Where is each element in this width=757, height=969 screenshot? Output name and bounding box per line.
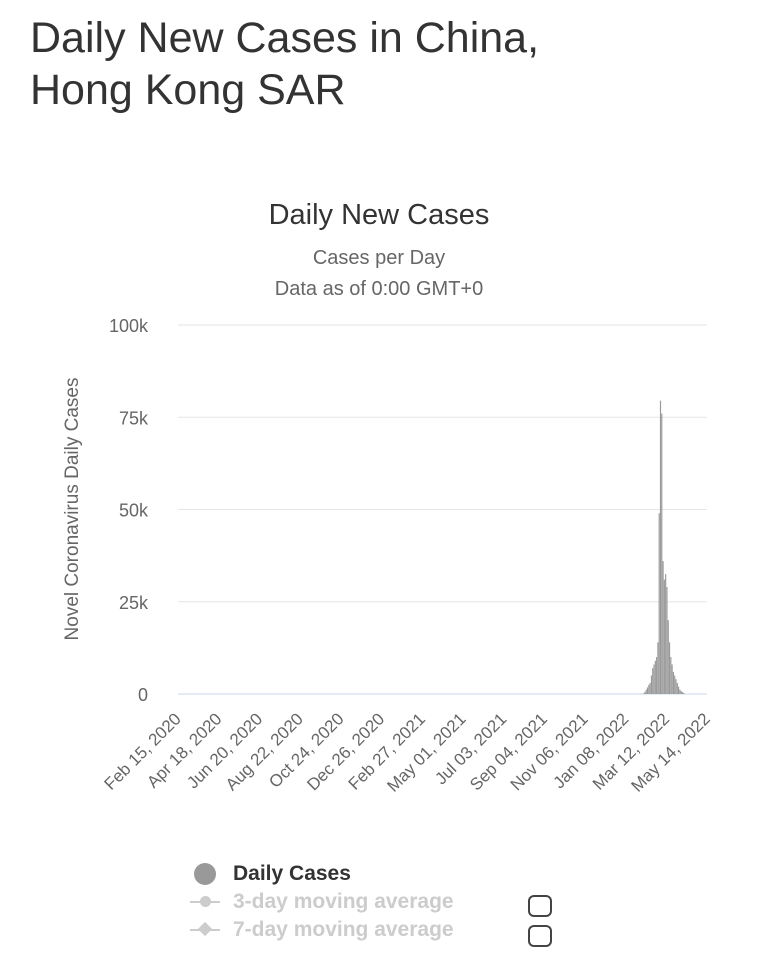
- chart-subtitle-line-1: Cases per Day: [313, 247, 445, 269]
- legend-label: 3-day moving average: [233, 890, 454, 913]
- daily-cases-bar: [683, 692, 685, 694]
- daily-cases-bar: [667, 620, 669, 694]
- chart-legend: Daily Cases 3-day moving average 7-day m…: [190, 860, 590, 944]
- daily-cases-bar: [662, 561, 664, 694]
- daily-cases-bar: [679, 689, 681, 694]
- daily-cases-bar: [645, 689, 647, 694]
- daily-cases-bar: [672, 671, 674, 694]
- daily-cases-bar: [674, 675, 676, 694]
- daily-cases-bar: [644, 691, 646, 694]
- daily-cases-bar: [676, 682, 678, 694]
- daily-cases-bar: [666, 586, 668, 694]
- daily-cases-bar: [643, 693, 645, 694]
- page-heading: Daily New Cases in China, Hong Kong SAR: [30, 12, 730, 116]
- daily-cases-bar: [671, 664, 673, 694]
- daily-cases-bar: [665, 574, 667, 694]
- legend-item-7-day-average[interactable]: 7-day moving average: [190, 916, 590, 944]
- daily-cases-bar: [657, 642, 659, 694]
- daily-cases-chart: Daily New Cases Cases per Day Data as of…: [62, 199, 714, 796]
- daily-cases-series: [643, 400, 685, 694]
- y-tick-label: 25k: [119, 593, 149, 613]
- daily-cases-bar: [650, 675, 653, 694]
- page-heading-line-1: Daily New Cases in China,: [30, 14, 540, 62]
- daily-cases-bar: [680, 691, 682, 694]
- daily-cases-bar: [661, 413, 663, 694]
- y-tick-label: 75k: [119, 408, 149, 428]
- legend-item-3-day-average[interactable]: 3-day moving average: [190, 888, 590, 916]
- y-axis-ticks: 0 25k 50k 75k 100k: [109, 316, 149, 705]
- daily-cases-bar: [675, 679, 677, 694]
- daily-cases-bar: [677, 686, 680, 694]
- daily-cases-bar: [649, 682, 651, 694]
- legend-diamond-marker: [197, 921, 213, 937]
- daily-cases-bar: [648, 684, 650, 694]
- legend-item-daily-cases[interactable]: Daily Cases: [190, 860, 590, 888]
- grid-lines: [178, 324, 707, 695]
- daily-cases-bar: [681, 692, 684, 694]
- page-heading-line-2: Hong Kong SAR: [30, 66, 346, 114]
- daily-cases-bar: [654, 660, 656, 694]
- toggle-7-day-average-checkbox[interactable]: [528, 925, 552, 947]
- daily-cases-bar: [646, 687, 649, 694]
- daily-cases-bar: [652, 668, 654, 694]
- legend-circle-marker: [194, 863, 216, 885]
- y-tick-label: 50k: [119, 501, 149, 521]
- y-tick-label: 0: [138, 685, 148, 705]
- legend-dot-marker: [200, 896, 211, 907]
- y-axis-title: Novel Coronavirus Daily Cases: [62, 378, 83, 641]
- y-tick-label: 100k: [109, 316, 149, 336]
- daily-cases-bar: [658, 513, 660, 694]
- daily-cases-bar: [653, 664, 655, 694]
- chart-subtitle-line-2: Data as of 0:00 GMT+0: [275, 278, 483, 300]
- chart-title: Daily New Cases: [269, 199, 490, 231]
- daily-cases-bar: [659, 400, 662, 694]
- daily-cases-bar: [668, 642, 671, 694]
- daily-cases-bar: [656, 657, 658, 694]
- legend-label: Daily Cases: [233, 862, 351, 885]
- legend-label: 7-day moving average: [233, 918, 454, 941]
- daily-cases-bar: [663, 579, 665, 694]
- toggle-3-day-average-checkbox[interactable]: [528, 895, 552, 917]
- daily-cases-bar: [670, 657, 672, 694]
